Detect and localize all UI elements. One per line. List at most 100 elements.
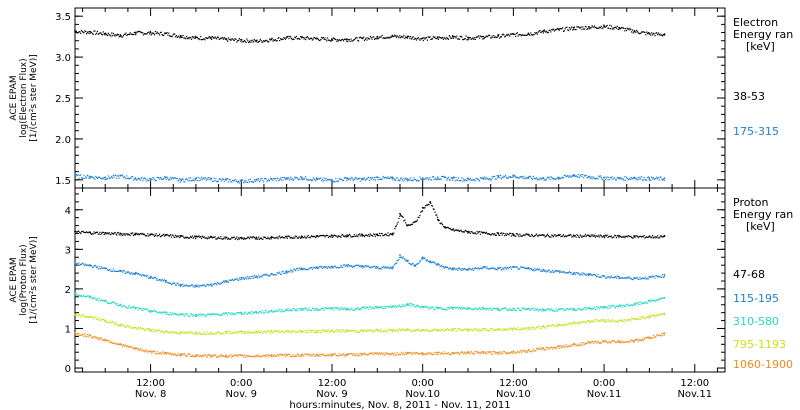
data-point (153, 330, 156, 332)
data-point (544, 30, 546, 32)
data-point (182, 179, 184, 181)
data-point (182, 332, 184, 334)
data-point (389, 36, 392, 38)
data-point (212, 333, 214, 335)
data-point (520, 266, 522, 268)
data-point (461, 36, 463, 38)
data-point (531, 178, 534, 180)
data-point (525, 34, 527, 37)
data-point (167, 34, 169, 36)
data-point (492, 307, 494, 309)
data-point (436, 216, 439, 218)
data-point (400, 215, 403, 217)
data-point (510, 328, 512, 330)
data-point (197, 284, 199, 286)
data-point (77, 31, 79, 34)
data-point (337, 180, 339, 182)
data-point (286, 310, 288, 312)
data-point (661, 313, 663, 315)
data-point (628, 318, 630, 321)
data-point (432, 307, 434, 309)
data-point (618, 276, 621, 278)
data-point (525, 327, 527, 329)
data-point (577, 308, 579, 310)
data-point (447, 37, 449, 40)
data-point (412, 263, 414, 265)
data-point (476, 308, 478, 310)
data-point (476, 36, 478, 38)
data-point (127, 346, 130, 348)
data-point (195, 331, 197, 334)
data-point (380, 268, 382, 270)
data-point (436, 176, 439, 179)
data-point (119, 232, 122, 235)
data-point (430, 202, 432, 204)
data-point (483, 308, 486, 310)
data-point (144, 330, 146, 332)
data-point (611, 176, 613, 178)
data-point (394, 330, 396, 332)
data-point (268, 330, 270, 332)
data-point (216, 281, 219, 284)
data-point (330, 308, 332, 310)
data-point (95, 231, 98, 233)
data-point (302, 355, 304, 357)
data-point (86, 264, 88, 266)
data-point (571, 308, 573, 311)
data-point (280, 38, 282, 41)
data-point (188, 315, 190, 317)
data-point (392, 267, 394, 269)
data-point (574, 235, 576, 237)
data-point (367, 177, 369, 179)
data-point (531, 34, 534, 36)
data-point (289, 354, 291, 356)
data-point (143, 233, 145, 236)
data-point (638, 178, 640, 180)
data-point (527, 267, 530, 270)
data-point (407, 259, 409, 262)
data-point (412, 330, 414, 332)
data-point (106, 339, 109, 341)
data-point (341, 329, 343, 331)
data-point (235, 278, 237, 280)
data-point (411, 305, 413, 307)
data-point (273, 177, 275, 180)
data-point (562, 30, 565, 32)
data-point (76, 333, 78, 335)
data-point (429, 36, 431, 38)
data-point (193, 178, 195, 180)
data-point (410, 177, 412, 179)
data-point (106, 178, 108, 180)
data-point (618, 234, 621, 237)
data-point (76, 314, 78, 316)
data-point (153, 276, 156, 279)
data-point (80, 314, 83, 316)
data-point (171, 36, 173, 38)
data-point (323, 354, 325, 356)
data-point (171, 234, 173, 236)
data-point (147, 31, 149, 34)
data-point (143, 178, 145, 180)
data-point (326, 267, 329, 269)
data-point (295, 310, 297, 312)
data-point (291, 237, 293, 239)
data-point (546, 325, 549, 327)
data-point (564, 272, 566, 274)
data-point (174, 284, 177, 286)
data-point (132, 326, 135, 329)
data-point (452, 37, 455, 39)
data-point (233, 180, 235, 182)
data-point (571, 236, 573, 238)
data-point (309, 179, 311, 181)
data-point (319, 308, 321, 311)
data-point (212, 236, 214, 238)
data-point (125, 178, 127, 180)
data-point (285, 36, 288, 39)
data-point (511, 309, 513, 312)
data-point (450, 267, 452, 269)
data-point (591, 275, 593, 277)
data-point (616, 235, 618, 237)
data-point (247, 181, 249, 184)
data-point (638, 32, 640, 35)
data-point (205, 237, 207, 239)
